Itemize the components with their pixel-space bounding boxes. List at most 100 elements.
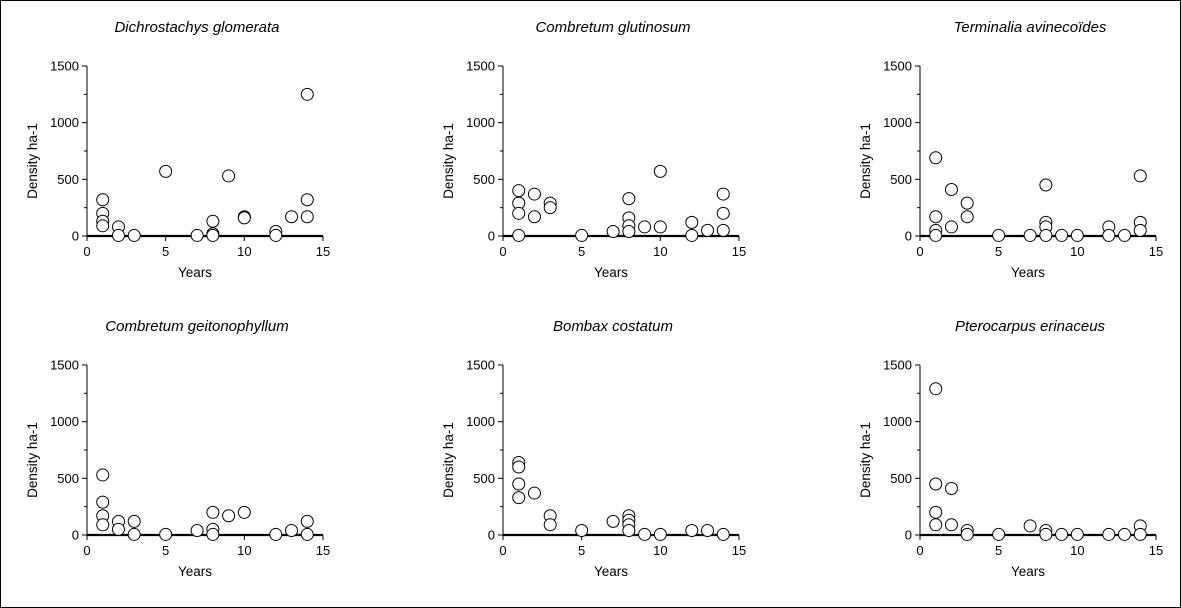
data-point	[944, 183, 958, 197]
data-point	[944, 518, 958, 532]
data-point	[300, 210, 314, 224]
data-point	[638, 220, 652, 234]
y-tick-label: 1500	[883, 358, 912, 373]
data-point	[575, 228, 589, 242]
x-tick-label: 5	[578, 543, 585, 558]
data-point	[960, 196, 974, 210]
data-point	[992, 527, 1006, 541]
data-point	[622, 224, 636, 238]
data-point	[190, 523, 204, 537]
data-point	[512, 228, 526, 242]
data-point	[222, 509, 236, 523]
y-tick-label: 500	[473, 172, 495, 187]
y-axis-label: Density ha-1	[441, 422, 456, 498]
x-tick-label: 0	[499, 244, 506, 259]
y-tick-label: 1000	[466, 115, 495, 130]
data-point	[300, 527, 314, 541]
chart-panel-1: Dichrostachys glomerata 0 500 1000 1500 0 5 10 1…	[25, 19, 330, 280]
data-point	[960, 527, 974, 541]
y-tick-label: 500	[57, 471, 79, 486]
x-tick-label: 15	[316, 244, 330, 259]
data-point	[300, 87, 314, 101]
data-point	[111, 228, 125, 242]
x-tick-label: 15	[1149, 244, 1163, 259]
y-tick-label: 500	[890, 471, 912, 486]
data-point	[300, 514, 314, 528]
chart-title: Combretum glutinosum	[535, 19, 690, 36]
data-point	[992, 228, 1006, 242]
data-point	[716, 187, 730, 201]
data-point	[1102, 527, 1116, 541]
chart-panel-5: Bombax costatum 0 500 1000 1500 0 5 10 15 Years De…	[441, 318, 746, 579]
data-point	[206, 228, 220, 242]
data-point	[96, 495, 110, 509]
data-point	[685, 215, 699, 229]
chart-panel-2: Combretum glutinosum 0 500 1000 1500 0 5 10 15 Ye…	[441, 19, 746, 280]
y-tick-label: 1500	[466, 59, 495, 74]
y-axis-label: Density ha-1	[441, 123, 456, 199]
x-tick-label: 15	[316, 543, 330, 558]
chart-title: Bombax costatum	[553, 318, 673, 335]
data-point	[206, 505, 220, 519]
data-point	[1039, 228, 1053, 242]
x-tick-label: 10	[237, 543, 251, 558]
x-tick-label: 0	[83, 244, 90, 259]
data-point	[527, 486, 541, 500]
data-point	[111, 522, 125, 536]
x-tick-label: 5	[578, 244, 585, 259]
data-point	[716, 206, 730, 220]
x-tick-label: 15	[732, 543, 746, 558]
data-point	[512, 491, 526, 505]
data-point	[300, 193, 314, 207]
data-point	[1055, 228, 1069, 242]
chart-panel-6: Pterocarpus erinaceus 0 500 1000 1500 0 5 10 15 Y…	[858, 318, 1163, 579]
chart-panel-3: Terminalia avinecoïdes 0 500 1000 1500 0 5 10 15…	[858, 19, 1163, 280]
data-point	[1039, 527, 1053, 541]
data-point	[1070, 228, 1084, 242]
y-tick-label: 0	[72, 528, 79, 543]
x-axis-label: Years	[594, 265, 628, 280]
data-point	[929, 518, 943, 532]
data-point	[222, 169, 236, 183]
data-point	[653, 527, 667, 541]
data-point	[190, 228, 204, 242]
data-point	[127, 527, 141, 541]
data-point	[929, 151, 943, 165]
data-point	[1133, 223, 1147, 237]
y-tick-label: 0	[905, 229, 912, 244]
chart-title: Dichrostachys glomerata	[114, 19, 279, 36]
x-tick-label: 0	[916, 543, 923, 558]
data-point	[285, 210, 299, 224]
y-tick-label: 1000	[50, 414, 79, 429]
x-tick-label: 10	[1070, 244, 1084, 259]
data-point	[159, 164, 173, 178]
data-point	[575, 523, 589, 537]
data-point	[1039, 178, 1053, 192]
x-tick-label: 5	[995, 543, 1002, 558]
data-point	[527, 210, 541, 224]
data-point	[1023, 519, 1037, 533]
data-point	[206, 527, 220, 541]
data-point	[1070, 527, 1084, 541]
data-point	[685, 523, 699, 537]
y-tick-label: 1000	[466, 414, 495, 429]
data-point	[716, 223, 730, 237]
y-axis-label: Density ha-1	[858, 422, 873, 498]
data-point	[929, 228, 943, 242]
x-axis-label: Years	[594, 564, 628, 579]
data-point	[512, 460, 526, 474]
y-tick-label: 1000	[883, 115, 912, 130]
data-point	[653, 164, 667, 178]
data-point	[1023, 228, 1037, 242]
data-point	[1133, 527, 1147, 541]
data-point	[622, 192, 636, 206]
x-axis-label: Years	[178, 265, 212, 280]
x-axis-label: Years	[178, 564, 212, 579]
x-tick-label: 0	[916, 244, 923, 259]
data-point	[543, 201, 557, 215]
x-tick-label: 15	[1149, 543, 1163, 558]
data-point	[622, 523, 636, 537]
chart-title: Combretum geitonophyllum	[105, 318, 288, 335]
data-point	[606, 224, 620, 238]
x-tick-label: 10	[653, 244, 667, 259]
